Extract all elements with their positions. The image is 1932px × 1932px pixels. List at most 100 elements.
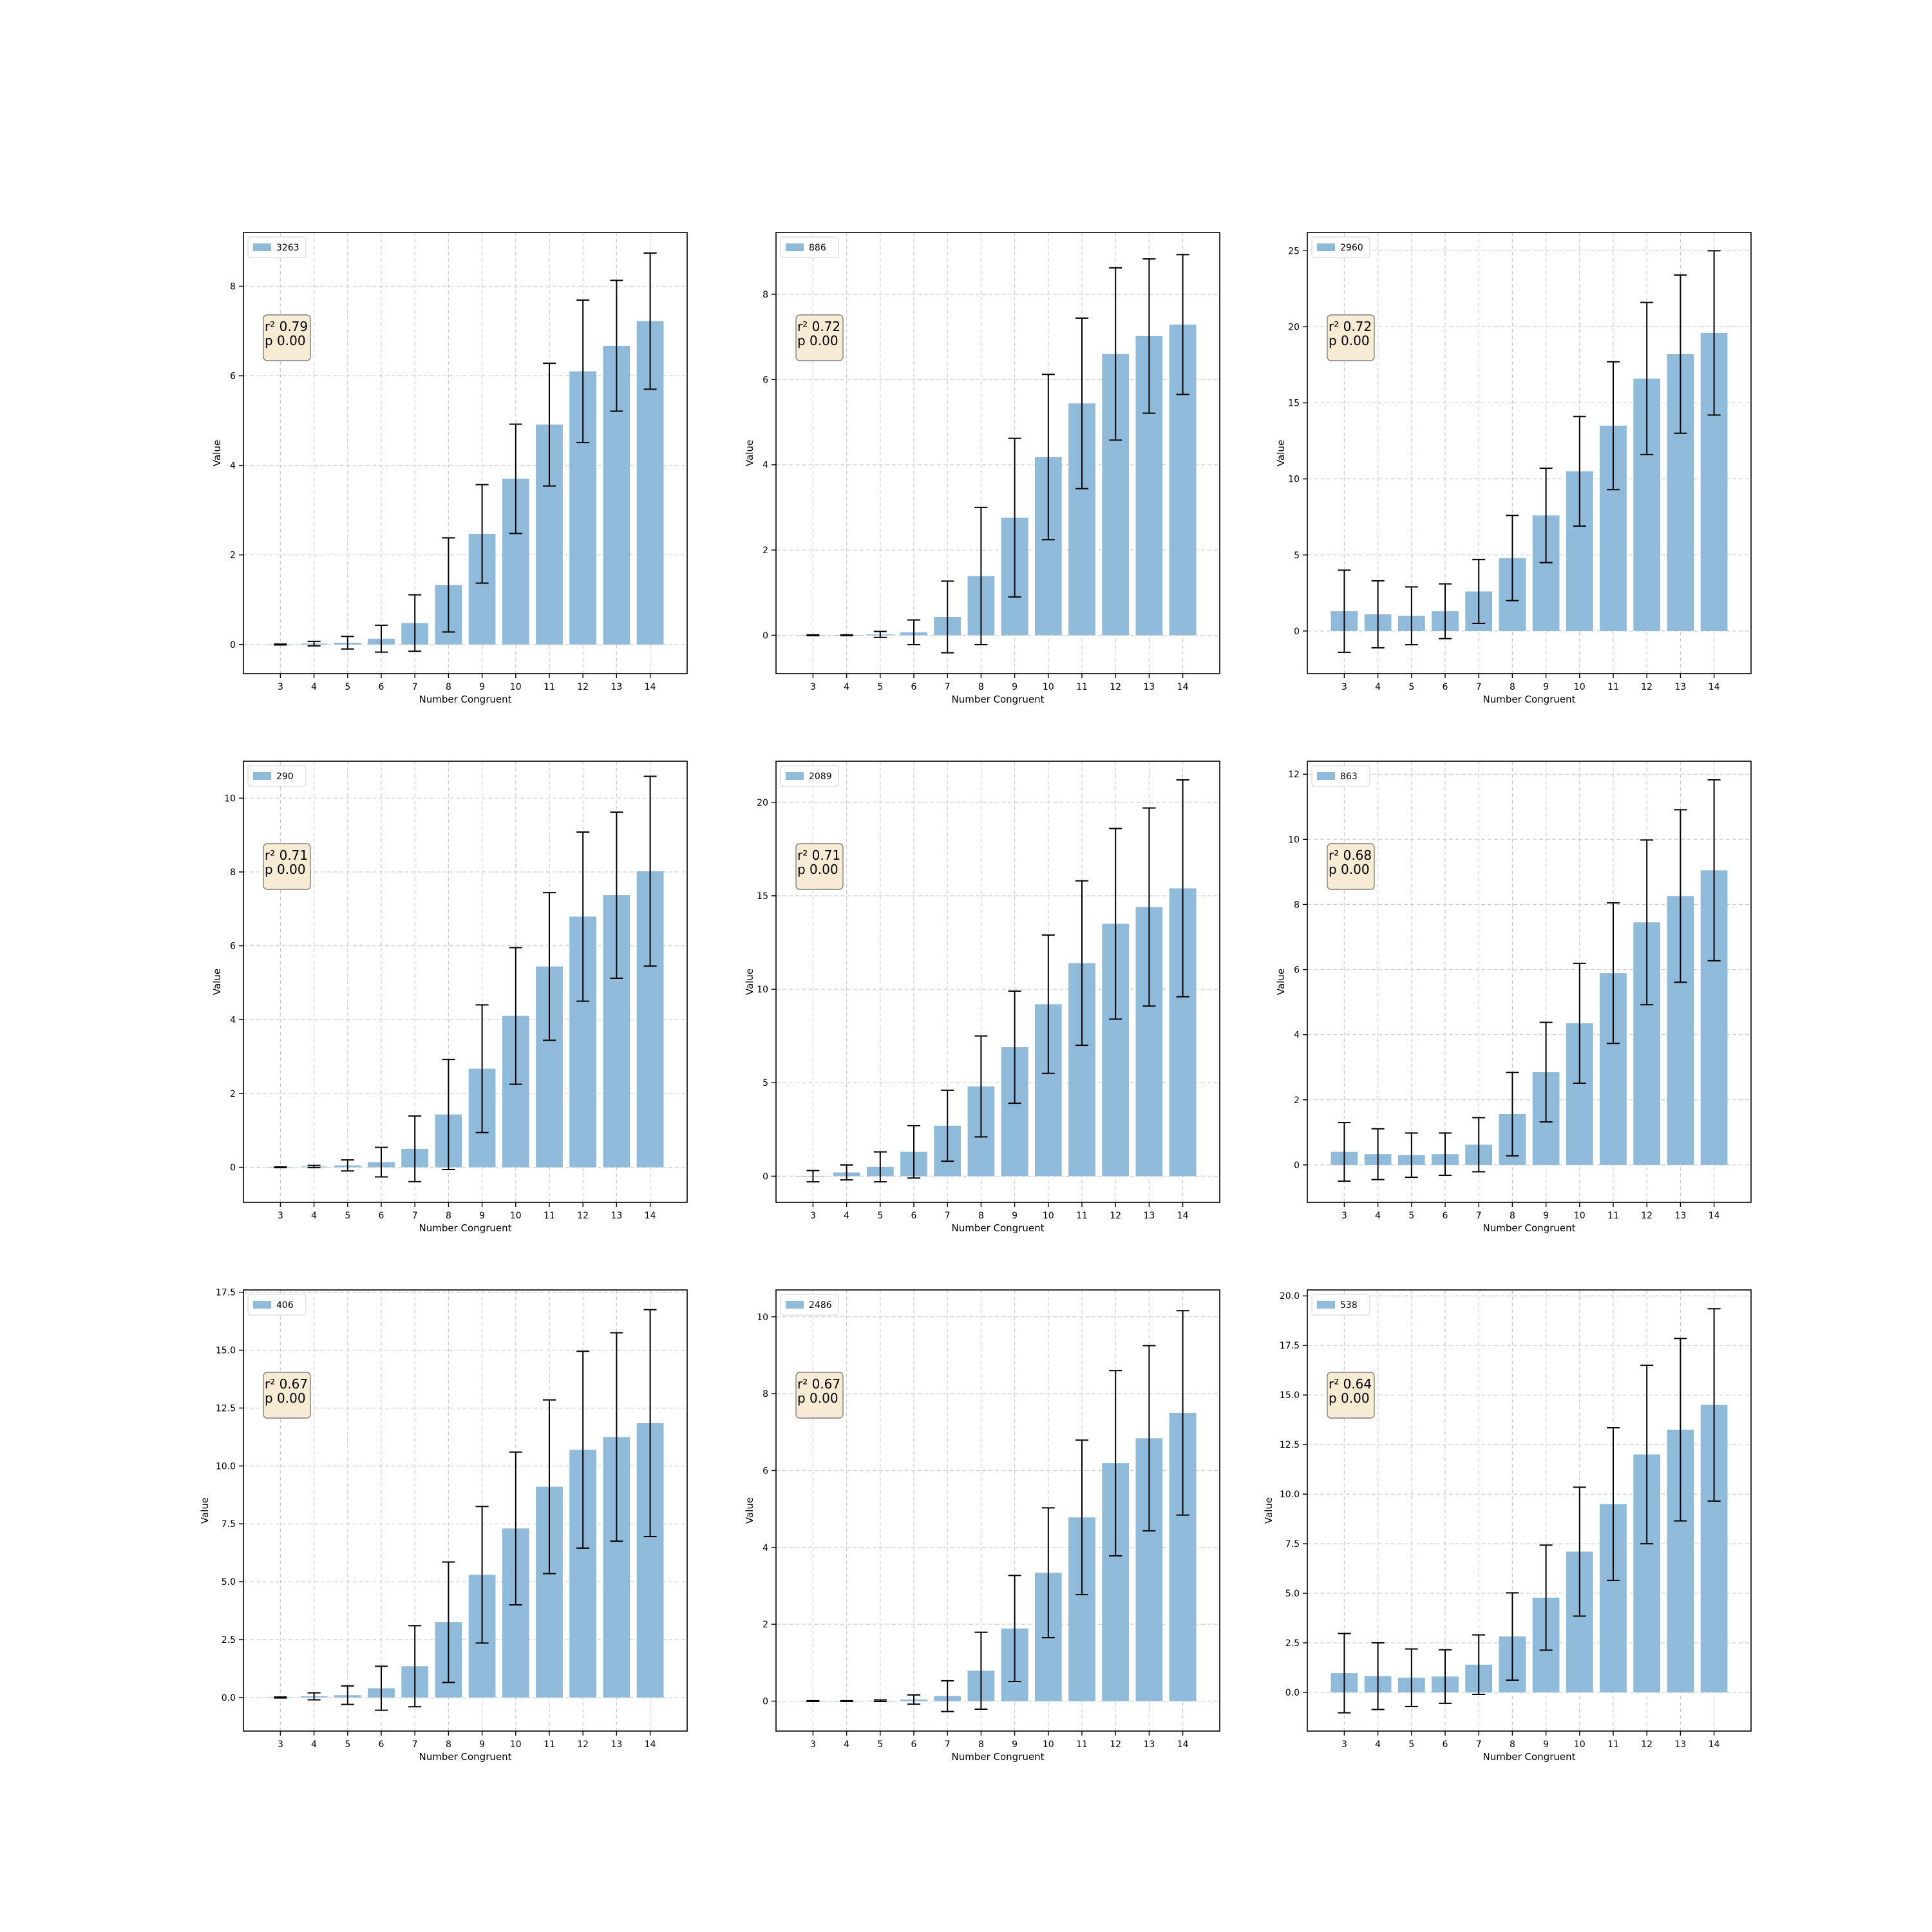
error-bar: [1008, 437, 1021, 598]
error-bar: [375, 1146, 388, 1178]
x-tick-label: 13: [611, 682, 622, 692]
y-tick-label: 7.5: [1285, 1539, 1300, 1549]
error-bar: [1405, 586, 1418, 646]
error-bar: [576, 1350, 590, 1549]
x-tick-label: 8: [1510, 682, 1515, 692]
error-bar: [1506, 1072, 1519, 1157]
chart-4: 0 2 4 6 8 10 3 4 5 6 7 8 9 10 11 12 13 14 Number Congruent…: [211, 761, 688, 1234]
x-tick-label: 3: [1341, 682, 1347, 692]
error-bar: [475, 1506, 489, 1644]
error-bar: [1472, 1117, 1486, 1173]
legend-frame: [1311, 1294, 1370, 1316]
axes-frame: [775, 1289, 1220, 1732]
x-tick-label: 12: [577, 1739, 589, 1750]
legend-swatch: [786, 243, 804, 251]
error-bar: [475, 484, 489, 584]
error-bar: [1707, 1308, 1721, 1502]
stats-r2: r² 0.71: [797, 848, 840, 863]
x-tick-label: 8: [1510, 1739, 1515, 1750]
axes-frame: [1307, 232, 1752, 674]
stats-p: p 0.00: [797, 333, 838, 348]
y-tick-label: 5: [1294, 551, 1300, 561]
y-tick-label: 20: [1288, 322, 1300, 332]
legend-frame: [247, 236, 307, 258]
error-bar: [1539, 1021, 1553, 1123]
error-bar: [907, 1124, 921, 1179]
x-axis-label: Number Congruent: [1483, 694, 1576, 705]
x-tick-label: 3: [810, 1739, 816, 1750]
x-tick-label: 14: [1177, 1211, 1189, 1221]
x-tick-label: 7: [945, 682, 951, 692]
error-bar: [1338, 1122, 1351, 1182]
axes-frame: [243, 761, 688, 1203]
legend-label: 2089: [809, 772, 832, 782]
error-bar: [1640, 839, 1654, 1006]
y-tick-label: 0: [230, 640, 236, 650]
y-tick-label: 20: [757, 798, 768, 808]
y-tick-label: 6: [762, 375, 768, 385]
x-tick-label: 13: [1143, 1739, 1155, 1750]
error-bar: [274, 1696, 287, 1699]
x-tick-label: 3: [1341, 1211, 1347, 1221]
x-tick-label: 10: [510, 682, 522, 692]
x-tick-label: 13: [611, 1739, 622, 1750]
axes-frame: [775, 232, 1220, 674]
error-bar: [1075, 1439, 1088, 1596]
y-tick-label: 15: [1288, 399, 1300, 409]
x-tick-label: 6: [911, 1211, 917, 1221]
x-tick-label: 12: [577, 1211, 589, 1221]
error-bar: [542, 1399, 556, 1575]
y-tick-label: 10: [1288, 835, 1300, 845]
legend-label: 886: [809, 243, 826, 253]
legend-swatch: [1317, 772, 1335, 780]
y-tick-label: 8: [1294, 900, 1300, 910]
x-tick-label: 6: [911, 1739, 917, 1750]
error-bar: [1109, 828, 1122, 1020]
y-tick-label: 4: [230, 1015, 236, 1025]
stats-r2: r² 0.67: [797, 1376, 840, 1392]
x-tick-label: 5: [877, 1211, 883, 1221]
error-bar: [408, 1625, 422, 1708]
error-bar: [307, 1692, 321, 1701]
y-tick-label: 15.0: [216, 1345, 236, 1356]
stats-box: r² 0.72p 0.00: [795, 314, 844, 361]
stats-box-frame: [1327, 314, 1375, 361]
x-tick-label: 14: [1177, 682, 1189, 692]
error-bar: [873, 630, 887, 638]
stats-box-frame: [263, 1372, 311, 1419]
legend-swatch: [1317, 243, 1335, 251]
x-tick-label: 10: [510, 1739, 522, 1750]
x-tick-label: 11: [1607, 1739, 1619, 1750]
error-bar: [408, 1115, 422, 1182]
x-tick-label: 8: [978, 1211, 984, 1221]
legend-frame: [780, 236, 839, 258]
error-bar: [341, 636, 354, 650]
y-tick-label: 2.5: [1285, 1638, 1300, 1649]
error-bar: [408, 594, 422, 652]
legend-frame: [780, 765, 839, 787]
x-tick-label: 11: [1076, 1739, 1088, 1750]
x-tick-label: 13: [1674, 1211, 1686, 1221]
error-bar: [1075, 317, 1088, 489]
x-tick-label: 14: [1709, 682, 1720, 692]
chart-5: 0 5 10 15 20 3 4 5 6 7 8 9 10 11 12 13 14 Number Congruen…: [744, 761, 1220, 1234]
error-bar: [1008, 990, 1021, 1104]
x-tick-label: 5: [345, 682, 350, 692]
y-tick-label: 12: [1288, 770, 1300, 780]
x-tick-label: 7: [1476, 682, 1482, 692]
x-tick-label: 6: [379, 682, 384, 692]
error-bar: [1405, 1648, 1418, 1707]
legend-frame: [1311, 236, 1370, 258]
error-bar: [1176, 1310, 1189, 1516]
x-tick-label: 4: [311, 682, 317, 692]
x-tick-label: 10: [1574, 682, 1586, 692]
x-tick-label: 12: [1110, 682, 1121, 692]
y-tick-label: 6: [762, 1466, 768, 1476]
stats-box: r² 0.71p 0.00: [795, 843, 844, 890]
error-bar: [274, 1166, 287, 1169]
error-bar: [1707, 779, 1721, 961]
error-bar: [1439, 1132, 1452, 1177]
x-tick-label: 9: [1543, 1739, 1549, 1750]
error-bar: [509, 1451, 522, 1606]
x-tick-label: 8: [1510, 1211, 1515, 1221]
